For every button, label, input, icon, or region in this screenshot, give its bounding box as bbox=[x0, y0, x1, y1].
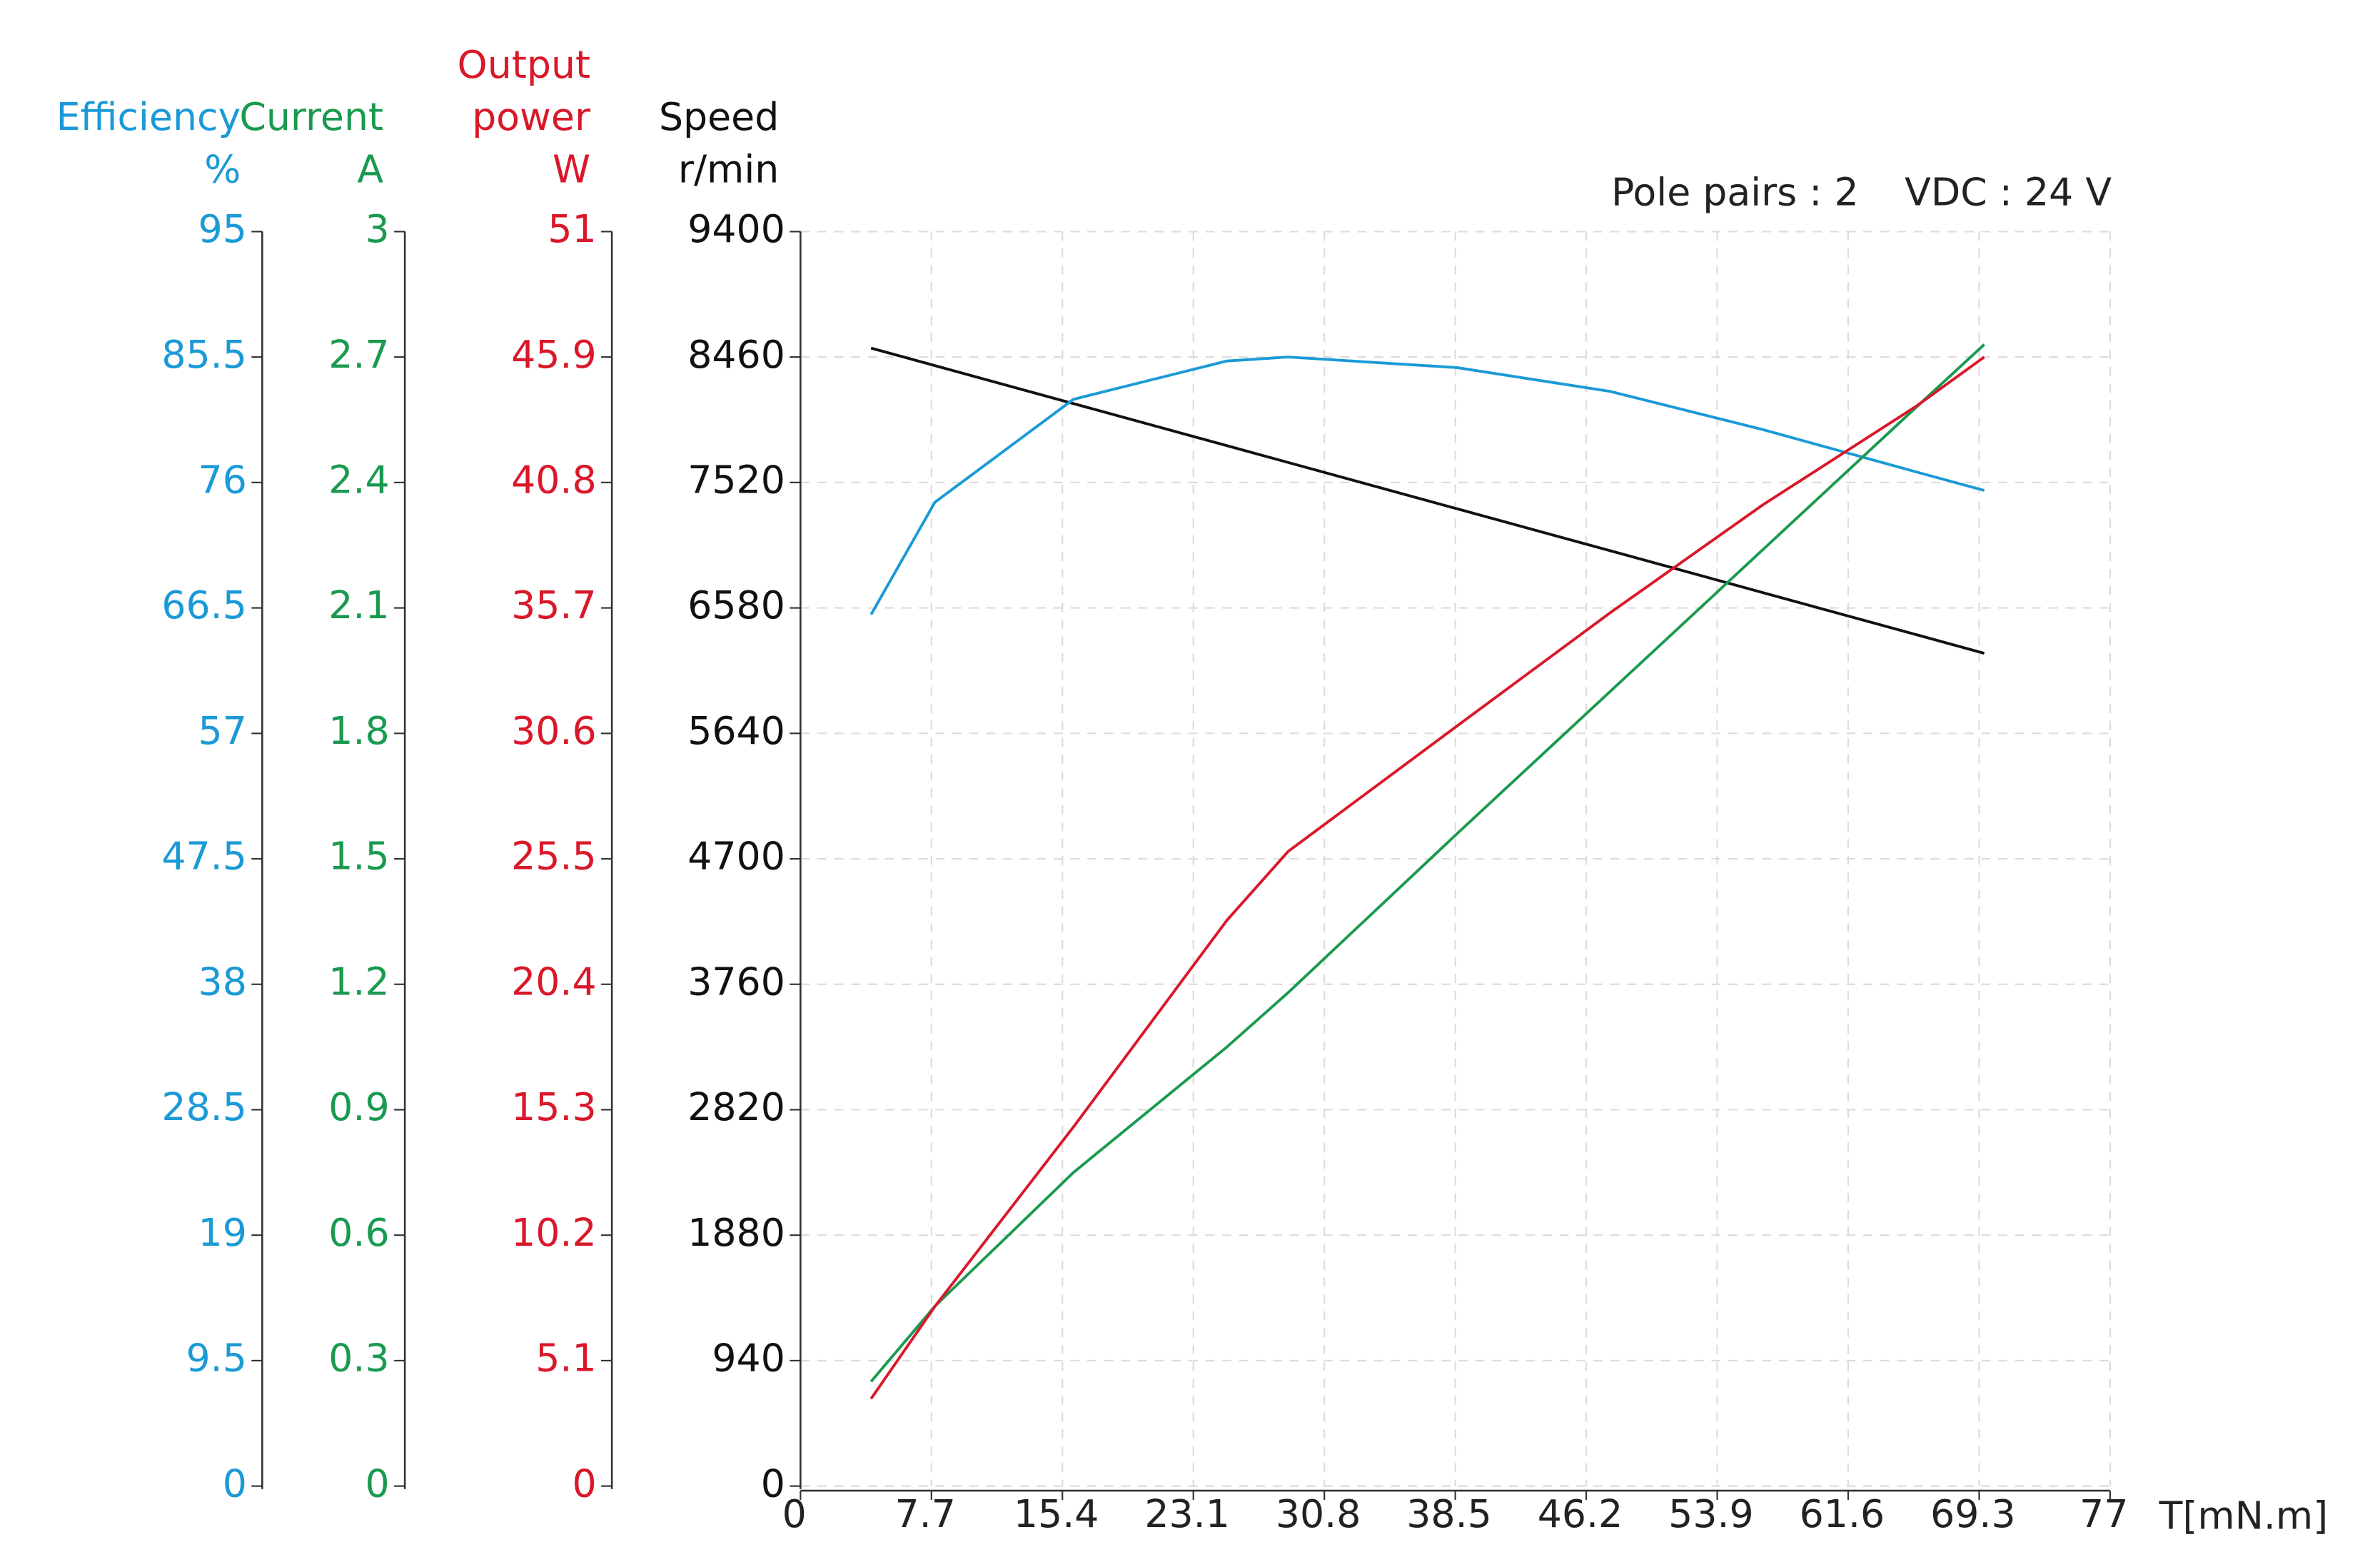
x-tick-label: 23.1 bbox=[1144, 1491, 1230, 1536]
y-axis-title: power bbox=[472, 94, 591, 139]
y-tick-label: 1.5 bbox=[328, 834, 389, 879]
y-tick-label: 1880 bbox=[687, 1210, 785, 1255]
y-axis-unit: W bbox=[553, 146, 590, 191]
x-tick-label: 53.9 bbox=[1668, 1491, 1754, 1536]
y-tick-label: 3760 bbox=[687, 959, 785, 1004]
y-tick-label: 940 bbox=[712, 1336, 785, 1381]
y-tick-label: 40.8 bbox=[511, 457, 597, 502]
y-axis-title: Output bbox=[458, 42, 590, 87]
y-tick-label: 2.4 bbox=[328, 457, 389, 502]
y-axis-unit: A bbox=[357, 146, 383, 191]
series-line bbox=[869, 356, 1985, 1400]
y-tick-label: 19 bbox=[198, 1210, 247, 1255]
y-tick-label: 76 bbox=[198, 457, 247, 502]
y-tick-label: 9.5 bbox=[186, 1336, 246, 1381]
x-tick-label: 77 bbox=[2079, 1491, 2128, 1536]
x-tick-label: 69.3 bbox=[1930, 1491, 2016, 1536]
y-axis-title: Current bbox=[239, 94, 383, 139]
y-tick-label: 28.5 bbox=[161, 1084, 247, 1129]
y-tick-label: 0 bbox=[761, 1461, 785, 1506]
x-tick-label: 0 bbox=[782, 1491, 807, 1536]
y-tick-label: 0 bbox=[223, 1461, 247, 1506]
y-tick-label: 3 bbox=[365, 206, 389, 251]
x-tick-label: 30.8 bbox=[1276, 1491, 1361, 1536]
y-axis-unit: r/min bbox=[678, 146, 779, 191]
series-line bbox=[869, 343, 1985, 1383]
annotation: Pole pairs : 2 bbox=[1611, 169, 1859, 214]
y-tick-label: 2.1 bbox=[328, 583, 389, 628]
y-tick-label: 0 bbox=[365, 1461, 389, 1506]
x-tick-label: 61.6 bbox=[1800, 1491, 1885, 1536]
y-tick-label: 5.1 bbox=[535, 1336, 596, 1381]
y-tick-label: 6580 bbox=[687, 583, 785, 628]
x-tick-label: 15.4 bbox=[1014, 1491, 1099, 1536]
y-tick-label: 85.5 bbox=[161, 332, 247, 377]
y-axis-title: Speed bbox=[659, 94, 779, 139]
y-tick-label: 0.3 bbox=[328, 1336, 389, 1381]
y-tick-label: 2.7 bbox=[328, 332, 389, 377]
y-tick-label: 20.4 bbox=[511, 959, 597, 1004]
y-tick-label: 45.9 bbox=[511, 332, 597, 377]
series-line bbox=[870, 346, 1985, 655]
y-tick-label: 35.7 bbox=[511, 583, 597, 628]
y-tick-label: 5640 bbox=[687, 708, 785, 753]
y-tick-label: 2820 bbox=[687, 1084, 785, 1129]
y-tick-label: 0 bbox=[572, 1461, 596, 1506]
y-tick-label: 51 bbox=[548, 206, 596, 251]
y-tick-label: 4700 bbox=[687, 834, 785, 879]
y-tick-label: 8460 bbox=[687, 332, 785, 377]
y-tick-label: 95 bbox=[198, 206, 247, 251]
y-axis-title: Efficiency bbox=[56, 94, 241, 139]
y-tick-label: 66.5 bbox=[161, 583, 247, 628]
y-tick-label: 38 bbox=[198, 959, 247, 1004]
y-tick-label: 15.3 bbox=[511, 1084, 597, 1129]
y-tick-label: 0.6 bbox=[328, 1210, 389, 1255]
y-tick-label: 0.9 bbox=[328, 1084, 389, 1129]
y-tick-label: 47.5 bbox=[161, 834, 247, 879]
x-tick-label: 46.2 bbox=[1538, 1491, 1623, 1536]
y-tick-label: 10.2 bbox=[511, 1210, 597, 1255]
x-tick-label: 7.7 bbox=[895, 1491, 956, 1536]
y-tick-label: 7520 bbox=[687, 457, 785, 502]
series-line bbox=[869, 356, 1985, 615]
y-tick-label: 30.6 bbox=[511, 708, 597, 753]
y-tick-label: 25.5 bbox=[511, 834, 597, 879]
y-tick-label: 1.8 bbox=[328, 708, 389, 753]
x-tick-label: 38.5 bbox=[1406, 1491, 1492, 1536]
y-axis-unit: % bbox=[204, 146, 241, 191]
annotation: VDC : 24 V bbox=[1905, 169, 2112, 214]
y-tick-label: 1.2 bbox=[328, 959, 389, 1004]
y-tick-label: 9400 bbox=[687, 206, 785, 251]
x-axis-label: T[mN.m] bbox=[2159, 1493, 2329, 1538]
y-tick-label: 57 bbox=[198, 708, 247, 753]
